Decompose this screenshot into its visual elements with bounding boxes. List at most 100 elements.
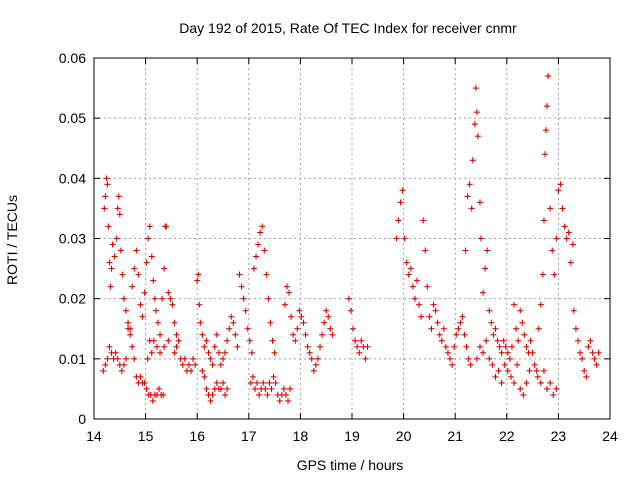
data-point — [434, 319, 441, 326]
data-point — [473, 109, 480, 116]
data-point — [430, 301, 437, 308]
data-point — [428, 325, 435, 332]
data-point — [244, 325, 251, 332]
data-point — [352, 337, 359, 344]
data-point — [209, 361, 216, 368]
data-point — [294, 325, 301, 332]
data-point — [129, 343, 136, 350]
data-point — [281, 301, 288, 308]
data-point — [152, 307, 159, 314]
data-point — [502, 343, 509, 350]
data-point — [519, 319, 526, 326]
data-point — [489, 361, 496, 368]
data-point — [347, 307, 354, 314]
data-point — [120, 295, 127, 302]
data-point — [129, 283, 136, 290]
data-point — [213, 331, 220, 338]
data-point — [125, 325, 132, 332]
data-point — [506, 355, 513, 362]
data-point — [195, 271, 202, 278]
data-point — [160, 391, 167, 398]
data-point — [555, 187, 562, 194]
data-point — [561, 223, 568, 230]
data-point — [271, 349, 278, 356]
data-point — [418, 313, 425, 320]
data-point — [300, 319, 307, 326]
data-point — [432, 307, 439, 314]
data-point — [515, 337, 522, 344]
data-point — [496, 343, 503, 350]
data-point — [118, 367, 125, 374]
data-point — [137, 373, 144, 380]
data-point — [108, 265, 115, 272]
data-point — [500, 337, 507, 344]
data-point — [474, 133, 481, 140]
data-point — [153, 343, 160, 350]
data-point — [488, 319, 495, 326]
data-point — [317, 343, 324, 350]
data-point — [265, 295, 272, 302]
data-point — [255, 241, 262, 248]
data-point — [247, 379, 254, 386]
data-point — [143, 385, 150, 392]
data-point — [514, 361, 521, 368]
data-point — [416, 301, 423, 308]
data-point — [507, 373, 514, 380]
data-point — [405, 271, 412, 278]
data-point — [185, 361, 192, 368]
data-point — [494, 337, 501, 344]
data-point — [537, 301, 544, 308]
data-point — [457, 319, 464, 326]
data-point — [157, 331, 164, 338]
data-point — [393, 235, 400, 242]
data-point — [310, 367, 317, 374]
data-point — [209, 391, 216, 398]
data-point — [224, 385, 231, 392]
data-point — [145, 235, 152, 242]
data-point — [559, 205, 566, 212]
data-point — [422, 247, 429, 254]
data-points — [100, 73, 602, 404]
data-point — [267, 319, 274, 326]
data-point — [492, 373, 499, 380]
data-point — [467, 361, 474, 368]
plot-frame — [93, 57, 611, 420]
data-point — [414, 277, 421, 284]
data-point — [314, 355, 321, 362]
data-point — [270, 373, 277, 380]
data-point — [259, 223, 266, 230]
data-point — [203, 337, 210, 344]
data-point — [459, 313, 466, 320]
data-point — [511, 379, 518, 386]
data-point — [476, 343, 483, 350]
data-point — [102, 361, 109, 368]
data-point — [173, 343, 180, 350]
data-point — [302, 331, 309, 338]
data-point — [436, 331, 443, 338]
data-point — [135, 271, 142, 278]
data-point — [269, 337, 276, 344]
data-point — [103, 175, 110, 182]
data-point — [440, 325, 447, 332]
chart-title: Day 192 of 2015, Rate Of TEC Index for r… — [179, 20, 517, 36]
data-point — [251, 385, 258, 392]
data-point — [131, 265, 138, 272]
data-point — [181, 355, 188, 362]
y-tick-label: 0.01 — [59, 351, 86, 367]
data-point — [504, 367, 511, 374]
data-point — [591, 355, 598, 362]
data-point — [154, 319, 161, 326]
x-tick-label: 22 — [499, 428, 515, 444]
data-point — [565, 229, 572, 236]
data-point — [329, 331, 336, 338]
data-point — [325, 313, 332, 320]
data-point — [169, 301, 176, 308]
data-point — [230, 319, 237, 326]
data-point — [483, 337, 490, 344]
data-point — [498, 379, 505, 386]
x-tick-label: 19 — [344, 428, 360, 444]
data-point — [461, 331, 468, 338]
data-point — [399, 187, 406, 194]
data-point — [511, 301, 518, 308]
